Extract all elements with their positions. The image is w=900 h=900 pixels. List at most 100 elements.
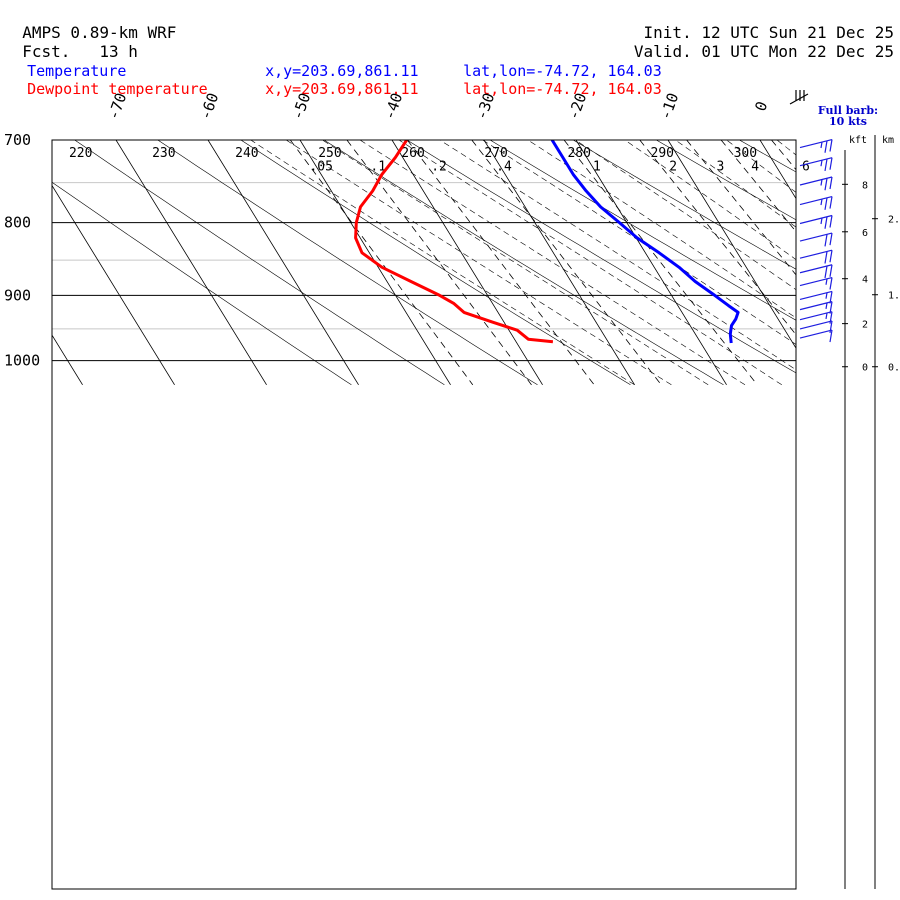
legend-latlon: lat,lon=-74.72, 164.03: [463, 80, 662, 98]
mixing-ratio-label: 4: [751, 159, 759, 174]
isotherm-label: -70: [104, 90, 130, 122]
mixing-ratio-label: .2: [431, 159, 447, 174]
theta-label: 280: [567, 146, 590, 161]
moist-adiabat: [874, 140, 900, 385]
isotherm-label: -10: [656, 90, 682, 122]
barb-staff: [799, 195, 833, 206]
barb-staff: [799, 320, 833, 330]
plot-frame: [51, 139, 797, 890]
theta-label: 270: [484, 146, 507, 161]
wind-barb: [799, 195, 833, 210]
mixing-ratio-label: 6: [802, 159, 810, 174]
init-value: 12 UTC Sun 21 Dec 25: [701, 23, 894, 42]
mixing-ratio-label: 2: [669, 159, 677, 174]
init-label: Init.: [643, 23, 692, 42]
wind-barb: [799, 157, 833, 172]
dry-adiabat: [52, 181, 352, 386]
mixing-ratio-line: [639, 140, 796, 336]
barb-half: [820, 179, 823, 186]
moist-adiabat: [624, 140, 796, 260]
legend-dewpoint: Dewpoint temperature x,y=203.69,861.11 lat…: [9, 62, 662, 98]
barb-staff: [799, 290, 833, 301]
barb-staff: [799, 249, 833, 259]
wind-barb: [799, 301, 833, 314]
moist-adiabat: [322, 140, 709, 386]
valid-time: Valid. 01 UTC Mon 22 Dec 25: [615, 23, 894, 61]
barb-flag: [829, 264, 833, 277]
isotherm: [759, 140, 796, 200]
valid-label: Valid.: [633, 42, 692, 61]
legend-temperature: Temperature x,y=203.69,861.11 lat,lon=-74.…: [9, 44, 662, 80]
isotherm: [52, 334, 83, 386]
mixing-ratio-line: [406, 140, 595, 386]
barb-half: [820, 160, 823, 167]
wind-barb: [799, 249, 833, 264]
dry-adiabat: [323, 140, 724, 386]
barb-flag: [829, 291, 833, 304]
mixing-ratio-line: [838, 140, 900, 385]
barb-half: [825, 312, 828, 320]
mixing-ratio-line: [686, 140, 796, 276]
fcst-label: Fcst.: [22, 42, 71, 61]
wind-key-line1: Full barb:: [818, 104, 878, 117]
mixing-ratio-label: .4: [496, 159, 512, 174]
barb-flag: [829, 232, 833, 246]
moist-adiabat: [359, 140, 746, 386]
barb-flag: [824, 234, 828, 247]
wind-barb: [799, 276, 833, 290]
legend-xy: x,y=203.69,861.11: [265, 62, 419, 80]
key-staff: [789, 93, 809, 105]
valid-value: 01 UTC Mon 22 Dec 25: [701, 42, 894, 61]
barb-half: [825, 278, 828, 285]
isotherm: [207, 140, 359, 386]
barb-flag: [829, 215, 833, 228]
barb-flag: [824, 216, 828, 229]
barb-flag: [824, 265, 828, 279]
isotherm-label: -20: [564, 90, 590, 122]
isotherm: [575, 140, 727, 386]
barb-staff: [799, 232, 833, 242]
isotherm: [667, 140, 796, 349]
pressure-label: 900: [4, 286, 31, 304]
mixing-ratio-label: .05: [309, 159, 332, 174]
barb-flag: [824, 158, 828, 172]
wind-barb: [799, 232, 833, 247]
kft-tick-label: 6: [862, 228, 868, 239]
mixing-ratio-line: [809, 140, 900, 385]
barb-half: [825, 292, 828, 299]
wind-barb: [799, 264, 833, 279]
theta-label: 230: [152, 146, 175, 161]
mixing-ratio-label: .1: [370, 159, 386, 174]
dry-adiabat: [74, 140, 445, 386]
dry-adiabat: [157, 140, 538, 386]
mixing-ratio-label: 3: [717, 159, 725, 174]
barb-staff: [799, 311, 833, 321]
isotherm: [483, 140, 635, 386]
barb-flag: [824, 178, 828, 191]
kft-tick-label: 0: [862, 363, 868, 374]
dry-adiabat: [573, 140, 796, 270]
kft-axis-label: kft: [849, 135, 867, 146]
model-name: AMPS 0.89-km WRF: [22, 23, 177, 42]
kft-tick-label: 4: [862, 275, 868, 286]
dry-adiabat: [240, 140, 631, 386]
dry-adiabat: [739, 140, 796, 173]
moist-adiabat: [439, 140, 796, 371]
moist-adiabat: [250, 140, 635, 386]
legend-latlon: lat,lon=-74.72, 164.03: [463, 62, 662, 80]
wind-barb: [799, 176, 833, 191]
wind-barb: [799, 138, 833, 153]
barb-staff: [799, 264, 833, 274]
wind-barb: [799, 290, 833, 304]
wind-key-line2: 10 kts: [829, 115, 867, 128]
barb-half: [820, 141, 823, 149]
legend-xy: x,y=203.69,861.11: [265, 80, 419, 98]
moist-adiabat: [826, 140, 900, 385]
moist-adiabat: [482, 140, 796, 345]
km-axis-label: km: [882, 135, 894, 146]
barb-half: [825, 302, 828, 309]
pressure-label: 800: [4, 214, 31, 232]
dry-adiabat: [656, 140, 796, 221]
barb-staff: [799, 176, 833, 186]
